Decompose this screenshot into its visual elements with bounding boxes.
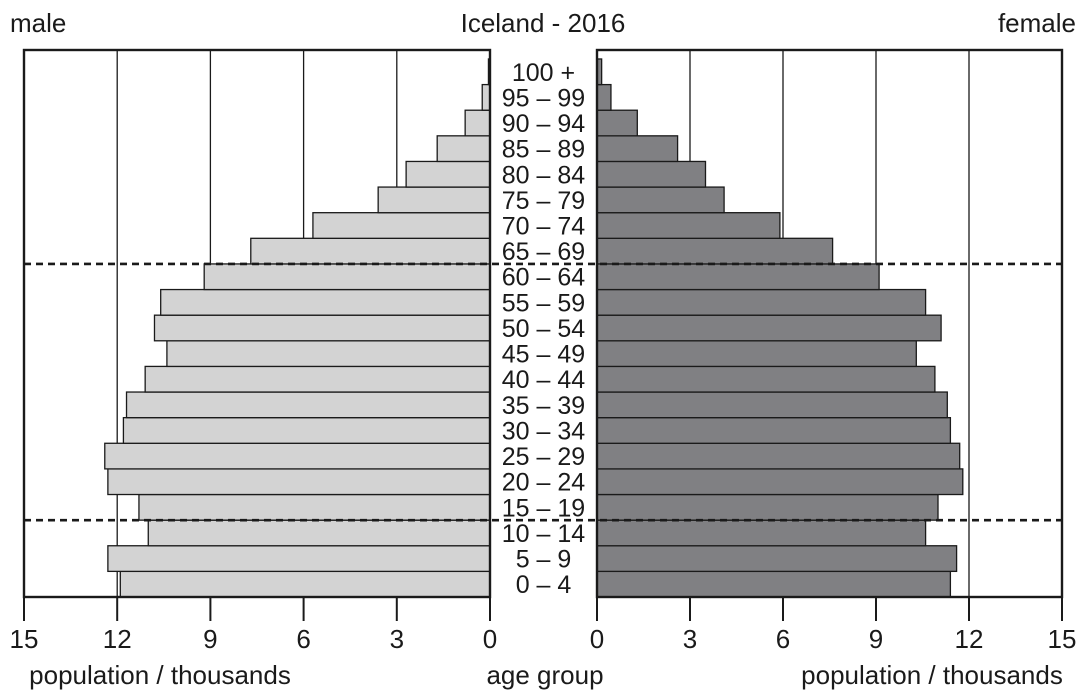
female-bar bbox=[596, 442, 961, 470]
female-bar bbox=[596, 263, 880, 291]
female-bar bbox=[596, 288, 927, 316]
female-bar bbox=[596, 570, 952, 598]
dashed-lines bbox=[24, 262, 1062, 522]
male-tick-label: 0 bbox=[483, 624, 497, 654]
female-bar bbox=[596, 417, 952, 444]
male-bar bbox=[153, 314, 491, 342]
female-bar bbox=[596, 468, 964, 496]
male-bar bbox=[377, 186, 491, 214]
age-group-label: 15 – 19 bbox=[502, 494, 585, 522]
left-x-axis-label: population / thousands bbox=[29, 660, 291, 690]
female-bar bbox=[596, 493, 939, 521]
female-tick-label: 6 bbox=[776, 624, 790, 654]
age-group-label: 95 – 99 bbox=[502, 84, 585, 112]
female-tick-label: 9 bbox=[869, 624, 883, 654]
frame-layer bbox=[22, 48, 1064, 599]
male-bar bbox=[125, 391, 491, 419]
female-bar bbox=[596, 212, 781, 239]
male-bar bbox=[122, 417, 491, 444]
chart-title: Iceland - 2016 bbox=[461, 8, 626, 38]
age-group-label: 85 – 89 bbox=[502, 136, 585, 164]
age-group-label: 40 – 44 bbox=[502, 366, 586, 394]
center-x-axis-label: age group bbox=[486, 660, 603, 690]
age-group-label: 75 – 79 bbox=[502, 187, 585, 215]
male-tick-label: 9 bbox=[203, 624, 217, 654]
age-group-label: 5 – 9 bbox=[516, 546, 572, 574]
male-bar bbox=[312, 212, 491, 239]
male-bar bbox=[166, 340, 491, 368]
female-header: female bbox=[998, 8, 1076, 38]
age-group-label: 25 – 29 bbox=[502, 443, 585, 471]
female-bar bbox=[596, 160, 707, 188]
female-tick-label: 12 bbox=[955, 624, 984, 654]
age-group-label: 100 + bbox=[512, 59, 575, 87]
male-bar bbox=[160, 288, 491, 316]
male-bar bbox=[107, 468, 491, 496]
male-tick-label: 6 bbox=[296, 624, 310, 654]
age-group-label: 80 – 84 bbox=[502, 161, 586, 189]
female-bar bbox=[596, 135, 679, 163]
age-group-label: 10 – 14 bbox=[502, 520, 586, 548]
female-plot-frame bbox=[595, 48, 1064, 599]
age-group-label: 0 – 4 bbox=[516, 571, 572, 599]
female-tick-label: 0 bbox=[590, 624, 604, 654]
female-bar bbox=[596, 237, 834, 265]
male-tick-label: 15 bbox=[10, 624, 39, 654]
female-bar bbox=[596, 545, 958, 573]
male-bar bbox=[147, 519, 491, 547]
female-bars bbox=[596, 58, 964, 598]
female-bar bbox=[596, 314, 942, 342]
age-group-label: 35 – 39 bbox=[502, 392, 585, 420]
age-group-label: 60 – 64 bbox=[502, 264, 586, 292]
age-group-label: 30 – 34 bbox=[502, 417, 586, 445]
age-group-label: 90 – 94 bbox=[502, 110, 586, 138]
age-group-label: 45 – 49 bbox=[502, 341, 585, 369]
male-bar bbox=[144, 365, 491, 393]
age-group-label: 70 – 74 bbox=[502, 213, 586, 241]
female-bar bbox=[596, 83, 612, 111]
female-bar bbox=[596, 365, 936, 393]
age-group-label: 20 – 24 bbox=[502, 469, 586, 497]
female-bar bbox=[596, 519, 927, 547]
male-bar bbox=[405, 160, 491, 188]
male-bar bbox=[107, 545, 491, 573]
male-bar bbox=[119, 570, 491, 598]
age-group-label: 50 – 54 bbox=[502, 315, 586, 343]
male-bar bbox=[464, 109, 491, 137]
male-plot-frame bbox=[22, 48, 492, 599]
right-x-axis-label: population / thousands bbox=[801, 660, 1063, 690]
age-group-label: 65 – 69 bbox=[502, 238, 585, 266]
female-bar bbox=[596, 391, 948, 419]
female-bar bbox=[596, 109, 638, 137]
male-bar bbox=[138, 493, 491, 521]
male-tick-label: 12 bbox=[103, 624, 132, 654]
female-bar bbox=[596, 186, 725, 214]
male-bar bbox=[250, 237, 491, 265]
female-tick-label: 15 bbox=[1048, 624, 1077, 654]
male-header: male bbox=[10, 8, 66, 38]
x-axis-ticks: 15 12 9 6 3 0 0 3 6 9 12 15 bbox=[10, 597, 1077, 654]
male-bar bbox=[104, 442, 491, 470]
female-bar bbox=[596, 340, 917, 368]
male-bars bbox=[104, 58, 491, 598]
age-group-label: 55 – 59 bbox=[502, 289, 585, 317]
male-bar bbox=[436, 135, 491, 163]
male-bar bbox=[203, 263, 491, 291]
male-tick-label: 3 bbox=[390, 624, 404, 654]
female-tick-label: 3 bbox=[683, 624, 697, 654]
